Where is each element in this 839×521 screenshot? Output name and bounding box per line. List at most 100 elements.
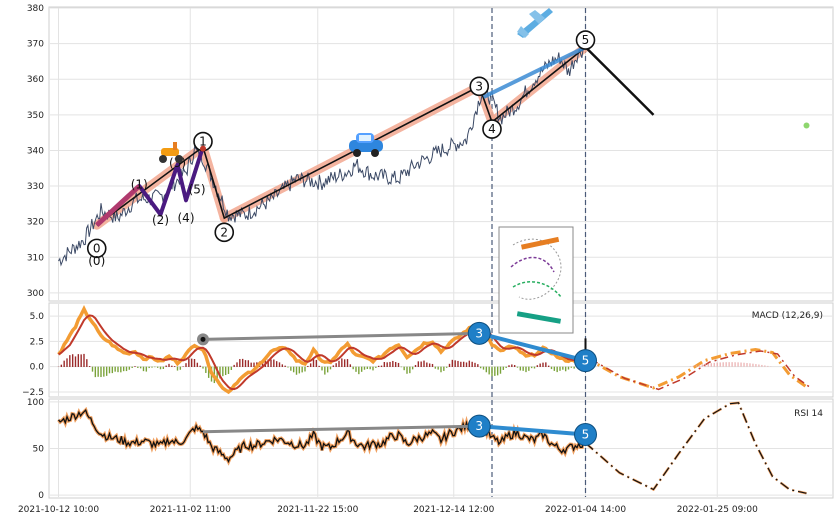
macd-projection-bar — [692, 365, 695, 367]
macd-histogram-bar — [494, 366, 496, 376]
macd-histogram-bar — [448, 363, 451, 367]
macd-histogram-bar — [88, 366, 91, 367]
macd-histogram-bar — [219, 366, 221, 379]
rsi-wave-3-5-line — [479, 424, 586, 437]
macd-histogram-bar — [74, 356, 77, 367]
macd-histogram-bar — [179, 366, 182, 370]
macd-histogram-bar — [426, 362, 428, 367]
macd-histogram-bar — [338, 360, 340, 367]
macd-histogram-bar — [91, 366, 94, 372]
macd-histogram-bar — [545, 362, 547, 367]
macd-histogram-bar — [451, 359, 454, 367]
rsi-wave-badge — [574, 423, 597, 447]
macd-histogram-bar — [474, 362, 476, 367]
macd-histogram-bar — [508, 365, 510, 367]
macd-histogram-bar — [445, 366, 448, 368]
macd-projection-bar — [701, 364, 704, 367]
macd-histogram-bar — [233, 364, 235, 367]
macd-histogram-bar — [148, 366, 150, 369]
macd-histogram-bar — [315, 359, 318, 367]
macd-projection-bar — [722, 362, 724, 367]
macd-projection-bar — [737, 362, 739, 367]
macd-histogram-bar — [409, 366, 411, 374]
macd-projection-bar — [746, 363, 748, 367]
price-y-tick: 300 — [27, 289, 44, 299]
macd-histogram-bar — [411, 366, 414, 370]
macd-histogram-bar — [253, 362, 255, 367]
rsi-wave-label-5: 5 — [574, 423, 597, 447]
macd-histogram-bar — [528, 366, 530, 371]
inset-thumbnail — [498, 226, 574, 334]
macd-histogram-bar — [270, 359, 272, 367]
macd-histogram-bar — [553, 366, 556, 371]
macd-histogram-bar — [556, 366, 558, 373]
wave-label-text: 4 — [488, 122, 496, 136]
macd-y-tick: −2.5 — [22, 388, 44, 398]
macd-histogram-bar — [236, 362, 238, 367]
primary-wave-line — [96, 46, 586, 226]
macd-histogram-bar — [547, 365, 550, 367]
macd-histogram-bar — [202, 366, 204, 369]
airplane-icon — [517, 8, 553, 38]
macd-histogram-bar — [428, 363, 431, 367]
macd-histogram-bar — [525, 366, 527, 373]
macd-histogram-bar — [389, 361, 391, 367]
wave-label-circle — [469, 76, 490, 97]
macd-histogram-bar — [139, 366, 142, 369]
macd-histogram-bar — [298, 366, 301, 374]
macd-projection-bar — [710, 363, 712, 367]
macd-histogram-bar — [567, 366, 570, 370]
macd-histogram-bar — [403, 366, 405, 371]
macd-histogram-bar — [360, 366, 363, 372]
macd-histogram-bar — [196, 362, 199, 367]
macd-histogram-bar — [559, 366, 561, 371]
macd-histogram-bar — [496, 366, 499, 376]
macd-histogram-bar — [332, 365, 335, 367]
macd-histogram-bar — [247, 360, 250, 367]
macd-histogram-bar — [383, 361, 386, 367]
x-tick-label: 2022-01-25 09:00 — [677, 505, 758, 515]
price-series — [58, 46, 586, 267]
rsi-line — [57, 408, 587, 464]
macd-signal-projection — [590, 350, 813, 391]
macd-histogram-bar — [468, 360, 471, 367]
macd-histogram-bar — [292, 366, 295, 373]
rsi-wave-label-3: 3 — [467, 414, 491, 438]
macd-wave-label-5: 5 — [574, 349, 597, 373]
macd-histogram-bar — [125, 366, 128, 372]
macd-histogram-bar — [482, 366, 485, 370]
minor-wave-label: (0) — [88, 254, 105, 268]
macd-histogram-bar — [230, 366, 233, 370]
macd-histogram-bar — [377, 365, 380, 367]
macd-histogram-bar — [142, 366, 145, 372]
macd-histogram-bar — [511, 364, 513, 367]
macd-histogram-bar — [173, 366, 176, 367]
macd-histogram-bar — [290, 366, 292, 371]
rsi-y-tick: 50 — [33, 445, 45, 455]
macd-y-tick: 5.0 — [30, 312, 45, 322]
macd-histogram-bar — [77, 354, 80, 367]
macd-histogram-bar — [114, 366, 116, 372]
macd-projection-bar — [728, 362, 730, 367]
macd-histogram-bar — [536, 365, 539, 367]
macd-projection-bar — [761, 364, 763, 367]
macd-histogram-bar — [491, 366, 493, 377]
macd-histogram-bar — [134, 366, 136, 367]
macd-histogram-bar — [380, 365, 383, 367]
macd-histogram-bar — [80, 354, 82, 367]
macd-histogram-bar — [533, 366, 536, 369]
wave-label-circle — [86, 238, 107, 259]
macd-histogram-bar — [239, 359, 241, 367]
macd-histogram-bar — [363, 366, 366, 370]
macd-histogram-bar — [443, 366, 445, 371]
macd-histogram-bar — [60, 364, 63, 367]
macd-histogram-bar — [477, 364, 479, 367]
macd-histogram-bar — [479, 366, 482, 369]
price-y-tick: 310 — [27, 253, 44, 263]
macd-histogram-bar — [335, 363, 337, 367]
macd-histogram-bar — [168, 363, 170, 367]
macd-histogram-bar — [222, 366, 224, 377]
scooter-icon — [159, 142, 183, 163]
minor-wave-label: (4) — [178, 211, 195, 225]
macd-histogram-bar — [460, 361, 462, 367]
